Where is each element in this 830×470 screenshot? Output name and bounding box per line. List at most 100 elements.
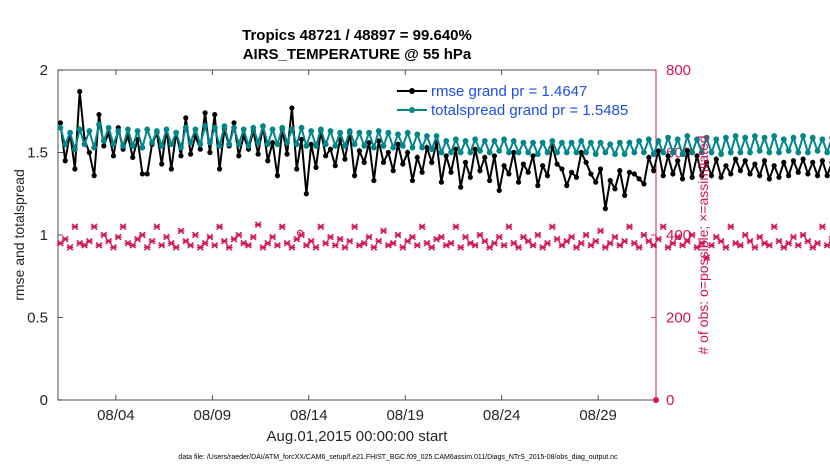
obs-point xyxy=(322,239,330,247)
plot-area xyxy=(57,69,657,401)
obs-point xyxy=(452,223,460,231)
x-tick-label: 08/19 xyxy=(386,407,424,424)
obs-point xyxy=(148,237,156,245)
totalspread-point xyxy=(303,143,310,149)
totalspread-point xyxy=(327,128,334,134)
totalspread-point xyxy=(438,149,445,156)
rmse-point xyxy=(718,174,724,180)
totalspread-point xyxy=(747,149,753,156)
totalspread-point xyxy=(573,149,580,156)
rmse-point xyxy=(212,111,218,118)
obs-point xyxy=(375,237,383,245)
rmse-point xyxy=(819,158,825,164)
rmse-point xyxy=(670,171,676,177)
rmse-point xyxy=(588,171,594,177)
x-tick-label: 08/24 xyxy=(483,407,521,424)
obs-point xyxy=(249,233,257,241)
obs-point xyxy=(534,231,542,239)
rmse-point xyxy=(747,171,753,177)
totalspread-point xyxy=(607,141,614,148)
obs-point xyxy=(418,223,426,231)
totalspread-point xyxy=(481,138,488,144)
obs-possible-marker xyxy=(296,229,304,237)
totalspread-point xyxy=(525,149,532,156)
obs-point xyxy=(491,239,498,247)
rmse-point xyxy=(361,159,367,165)
totalspread-point xyxy=(197,141,204,148)
rmse-point xyxy=(496,187,502,194)
totalspread-point xyxy=(86,128,93,134)
rmse-point xyxy=(385,149,391,156)
obs-point xyxy=(794,241,802,249)
totalspread-point xyxy=(650,151,657,158)
rmse-point xyxy=(110,153,117,159)
obs-point xyxy=(235,231,243,239)
obs-point xyxy=(505,223,513,231)
obs-point xyxy=(221,237,228,245)
totalspread-point xyxy=(578,138,585,144)
obs-point xyxy=(206,233,214,241)
totalspread-point xyxy=(703,134,710,141)
x-tick-label: 08/04 xyxy=(97,407,135,424)
totalspread-point xyxy=(370,144,377,151)
obs-point xyxy=(278,223,286,231)
obs-point xyxy=(413,241,421,249)
totalspread-point xyxy=(115,128,122,134)
totalspread-point xyxy=(361,143,368,149)
obs-point xyxy=(823,241,830,249)
rmse-point xyxy=(535,182,541,189)
totalspread-point xyxy=(226,141,233,148)
rmse-point xyxy=(351,173,358,179)
rmse-point xyxy=(62,158,68,164)
rmse-point xyxy=(583,159,589,165)
obs-point xyxy=(394,231,402,239)
obs-point xyxy=(201,239,209,247)
rmse-point xyxy=(675,158,681,164)
totalspread-point xyxy=(742,134,749,141)
rmse-point xyxy=(805,171,811,177)
totalspread-point xyxy=(776,149,782,156)
obs-point xyxy=(438,233,445,241)
totalspread-point xyxy=(322,141,329,148)
totalspread-point xyxy=(71,146,78,153)
obs-point xyxy=(365,233,373,241)
totalspread-point xyxy=(284,139,290,146)
obs-point xyxy=(351,223,358,231)
obs-point xyxy=(399,244,407,251)
rmse-point xyxy=(694,153,700,159)
totalspread-point xyxy=(544,149,551,156)
totalspread-point xyxy=(452,136,459,143)
obs-point xyxy=(225,244,233,251)
totalspread-point xyxy=(506,149,512,156)
totalspread-point xyxy=(419,144,426,151)
obs-point xyxy=(703,254,711,262)
obs-point xyxy=(317,223,325,231)
rmse-point xyxy=(130,154,136,161)
rmse-point xyxy=(732,156,739,162)
rmse-point xyxy=(86,149,92,156)
obs-point xyxy=(756,233,764,241)
obs-point xyxy=(105,237,113,245)
totalspread-point xyxy=(235,141,242,148)
totalspread-point xyxy=(250,124,257,131)
obs-point xyxy=(495,233,503,241)
obs-point xyxy=(341,244,349,251)
obs-point xyxy=(100,231,108,239)
totalspread-point xyxy=(530,139,536,146)
totalspread-point xyxy=(221,123,228,129)
totalspread-point xyxy=(100,138,107,144)
legend-label: totalspread grand pr = 1.5485 xyxy=(431,102,628,119)
rmse-point xyxy=(597,166,604,172)
rmse-point xyxy=(631,171,637,177)
rmse-point xyxy=(713,156,719,162)
totalspread-point xyxy=(293,141,300,148)
x-tick-label: 08/29 xyxy=(579,407,617,424)
rmse-point xyxy=(506,171,512,177)
rmse-point xyxy=(482,154,488,161)
rmse-point xyxy=(270,140,276,146)
totalspread-point xyxy=(153,128,160,134)
x-tick-label: 08/14 xyxy=(290,407,328,424)
rmse-point xyxy=(708,173,715,179)
rmse-point xyxy=(650,168,657,174)
